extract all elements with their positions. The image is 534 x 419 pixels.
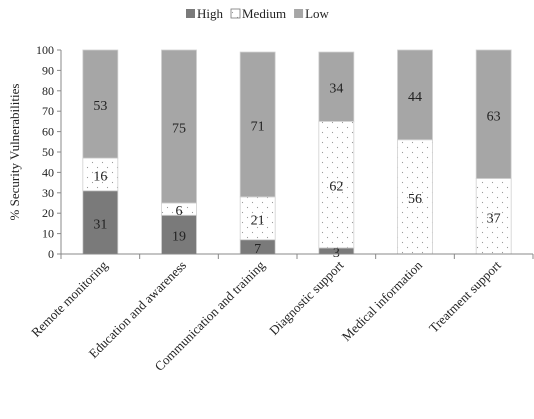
data-label-low-remote-monitoring: 53 [93, 99, 107, 114]
x-tick-label-diagnostic-support: Diagnostic support [266, 257, 347, 338]
y-tick-label: 10 [42, 227, 54, 241]
y-tick-label: 100 [36, 43, 54, 57]
y-tick-label: 90 [42, 63, 54, 77]
x-tick-label-treatment-support: Treatment support [426, 257, 504, 335]
y-tick-label: 30 [42, 186, 54, 200]
legend: High Medium Low [186, 6, 330, 21]
x-tick-label-medical-information: Medical information [339, 257, 426, 344]
bar-medium-medical-information [397, 139, 433, 255]
data-label-medium-remote-monitoring: 16 [93, 169, 107, 184]
data-label-low-treatment-support: 63 [487, 109, 501, 124]
bar-low-diagnostic-support [318, 51, 355, 122]
data-label-medium-treatment-support: 37 [487, 211, 501, 226]
legend-label-high: High [197, 6, 224, 21]
data-label-medium-medical-information: 56 [408, 192, 422, 207]
legend-label-medium: Medium [242, 6, 286, 21]
data-label-low-education-and-awareness: 75 [172, 122, 186, 137]
data-label-high-remote-monitoring: 31 [93, 217, 107, 232]
y-tick-label: 40 [42, 165, 54, 179]
legend-swatch-medium [230, 8, 241, 19]
y-tick-label: 80 [42, 84, 54, 98]
bar-low-remote-monitoring [82, 49, 119, 159]
y-axis: 0 10 20 30 40 50 60 70 80 90 100 % Security Vulnera… [7, 43, 62, 261]
bar-medium-treatment-support [475, 178, 512, 255]
y-tick-label: 20 [42, 206, 54, 220]
bar-medium-communication-and-training [239, 196, 276, 241]
bar-medium-diagnostic-support [318, 121, 355, 249]
y-tick-label: 50 [42, 145, 54, 159]
data-label-high-education-and-awareness: 19 [172, 230, 186, 245]
x-tick-label-remote-monitoring: Remote monitoring [28, 257, 111, 340]
data-label-medium-communication-and-training: 21 [251, 213, 265, 228]
bar-low-medical-information [397, 49, 433, 141]
data-label-low-communication-and-training: 71 [251, 119, 265, 134]
bars: 31 16 53 19 6 75 7 21 71 3 62 34 56 44 37 63 [82, 49, 512, 261]
bar-low-education-and-awareness [161, 49, 197, 204]
legend-label-low: Low [305, 6, 329, 21]
data-label-low-medical-information: 44 [408, 90, 422, 105]
data-label-medium-diagnostic-support: 62 [329, 180, 343, 195]
bar-low-treatment-support [475, 49, 512, 179]
data-label-medium-education-and-awareness: 6 [176, 204, 183, 219]
data-label-low-diagnostic-support: 34 [329, 82, 343, 97]
y-tick-label: 0 [48, 247, 54, 261]
y-tick-label: 60 [42, 125, 54, 139]
y-axis-title: % Security Vulnerabilities [7, 84, 22, 221]
data-label-high-communication-and-training: 7 [254, 242, 261, 257]
data-label-high-diagnostic-support: 3 [333, 246, 340, 261]
legend-swatch-low [294, 9, 304, 18]
bar-high-remote-monitoring [82, 190, 119, 255]
legend-swatch-high [186, 9, 195, 18]
y-tick-label: 70 [42, 104, 54, 118]
bar-low-communication-and-training [239, 51, 276, 198]
